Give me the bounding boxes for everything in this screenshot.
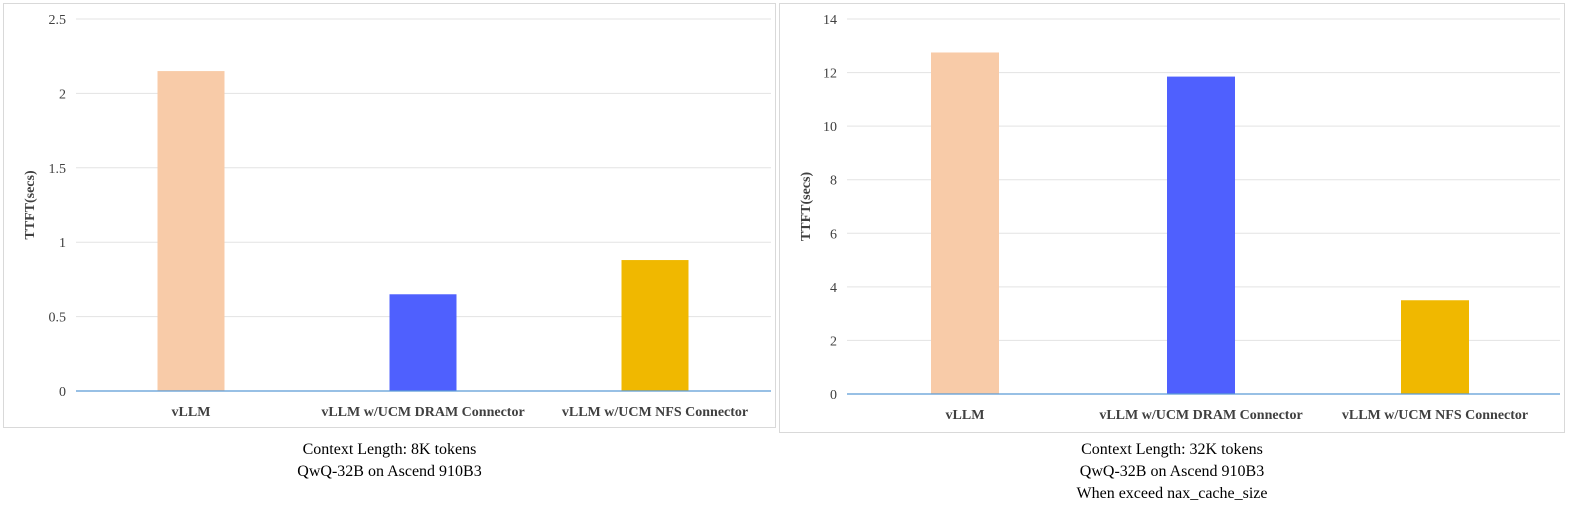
chart-panel-right: 0 2 4 6 8 10 12 14 vLLM vLLM w/UCM DRAM Connector…	[779, 3, 1565, 433]
y-tick-label: 14	[823, 13, 837, 28]
caption-line: When exceed nax_cache_size	[1076, 485, 1268, 502]
y-tick-label: 8	[830, 174, 837, 189]
y-tick-label: 12	[823, 67, 837, 82]
bar-chart-left: 0 0.5 1 1.5 2 2.5 vLLM vLLM w/UCM DRAM Connecto…	[23, 13, 771, 420]
y-tick-label: 0	[59, 385, 66, 400]
bar-vllm	[931, 52, 999, 394]
y-tick-label: 0.5	[49, 311, 67, 326]
chart-panel-left: 0 0.5 1 1.5 2 2.5 vLLM vLLM w/UCM DRAM Connecto…	[3, 3, 776, 428]
bar-vllm	[157, 71, 225, 391]
x-category-label: vLLM	[172, 405, 211, 420]
y-tick-label: 0	[830, 388, 837, 403]
y-tick-label: 6	[830, 227, 837, 242]
y-tick-label: 10	[823, 120, 837, 135]
bar-nfs-connector	[1401, 300, 1469, 394]
caption-line: QwQ-32B on Ascend 910B3	[1079, 463, 1265, 480]
y-tick-label: 4	[830, 281, 837, 296]
y-axis-title: TTFT(secs)	[23, 170, 38, 240]
x-category-label: vLLM w/UCM DRAM Connector	[1099, 408, 1302, 423]
y-tick-label: 1	[59, 236, 66, 251]
y-tick-label: 2	[59, 87, 66, 102]
x-category-label: vLLM w/UCM NFS Connector	[1342, 408, 1528, 423]
y-axis-title: TTFT(secs)	[799, 172, 814, 242]
y-tick-label: 1.5	[49, 162, 67, 177]
bar-nfs-connector	[621, 260, 689, 391]
caption-right: Context Length: 32K tokens QwQ-32B on As…	[779, 439, 1565, 505]
caption-left: Context Length: 8K tokens QwQ-32B on Asc…	[3, 439, 776, 483]
bar-dram-connector	[1167, 76, 1235, 394]
bar-dram-connector	[389, 294, 457, 391]
caption-line: QwQ-32B on Ascend 910B3	[297, 463, 482, 480]
bar-chart-right: 0 2 4 6 8 10 12 14 vLLM vLLM w/UCM DRAM Connector…	[799, 13, 1560, 423]
x-category-label: vLLM	[946, 408, 985, 423]
y-tick-label: 2.5	[49, 13, 67, 28]
y-tick-label: 2	[830, 334, 837, 349]
caption-line: Context Length: 8K tokens	[302, 441, 477, 458]
caption-line: Context Length: 32K tokens	[1081, 441, 1263, 458]
x-category-label: vLLM w/UCM NFS Connector	[562, 405, 748, 420]
x-category-label: vLLM w/UCM DRAM Connector	[321, 405, 524, 420]
